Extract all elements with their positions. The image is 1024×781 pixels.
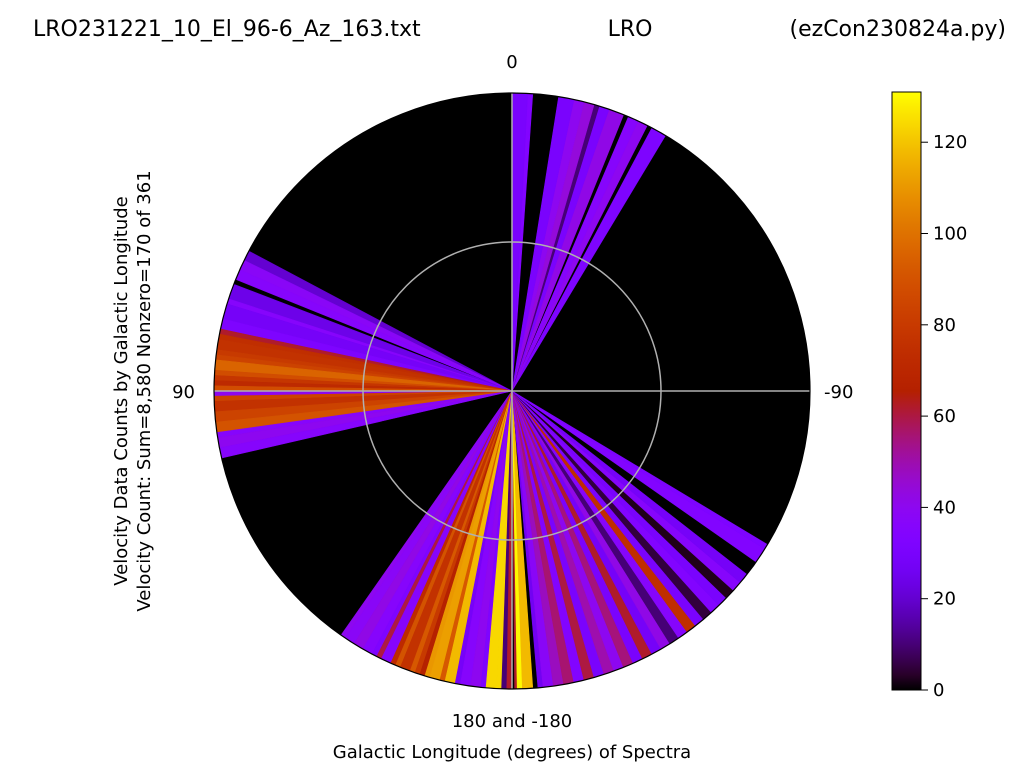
- colorbar-tick-label: 100: [933, 224, 967, 245]
- title-center: LRO: [608, 17, 653, 42]
- colorbar-ticks: 0 20 40 60 80 100 120: [921, 132, 967, 701]
- xlabel: Galactic Longitude (degrees) of Spectra: [333, 742, 691, 763]
- disk-outline: [213, 92, 811, 690]
- angle-label-right: -90: [824, 382, 853, 403]
- title-right: (ezCon230824a.py): [790, 17, 1006, 42]
- grid: [214, 93, 810, 689]
- colorbar-tick-label: 20: [933, 589, 956, 610]
- colorbar-tick-label: 120: [933, 132, 967, 153]
- colorbar: 0 20 40 60 80 100 120: [891, 91, 967, 701]
- colorbar-tick-label: 60: [933, 406, 956, 427]
- angle-label-left: 90: [172, 382, 195, 403]
- angle-label-top: 0: [506, 52, 517, 73]
- colorbar-tick-label: 40: [933, 497, 956, 518]
- colorbar-fill: [891, 91, 922, 691]
- title-left: LRO231221_10_El_96-6_Az_163.txt: [33, 17, 421, 42]
- angle-label-bottom: 180 and -180: [452, 711, 573, 732]
- ylabel-line2: Velocity Count: Sum=8,580 Nonzero=170 of…: [134, 170, 155, 611]
- polar-disk: [213, 92, 811, 690]
- colorbar-tick-label: 0: [933, 680, 944, 701]
- ylabel-line1: Velocity Data Counts by Galactic Longitu…: [111, 196, 132, 586]
- colorbar-tick-label: 80: [933, 315, 956, 336]
